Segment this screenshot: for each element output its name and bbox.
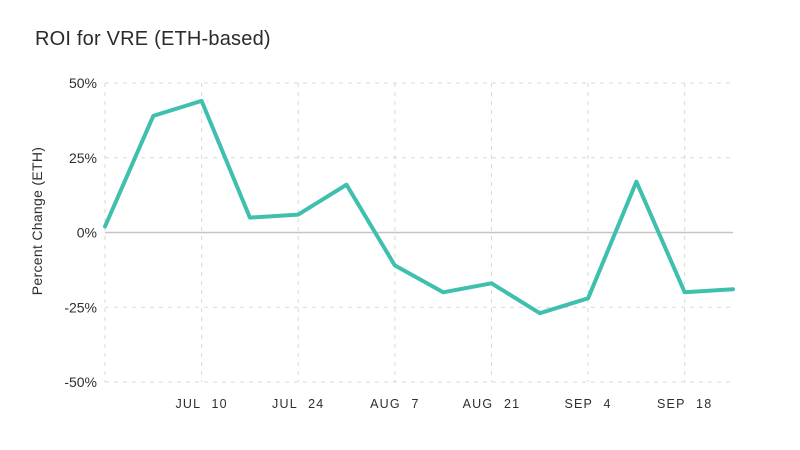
- x-tick-label: JUL 24: [272, 397, 324, 411]
- x-tick-label: AUG 7: [370, 397, 420, 411]
- y-tick-label: 0%: [77, 225, 97, 241]
- x-tick-label: JUL 10: [175, 397, 227, 411]
- y-tick-label: -25%: [64, 299, 97, 315]
- y-tick-label: -50%: [64, 374, 97, 390]
- y-tick-label: 50%: [69, 75, 97, 91]
- chart-title: ROI for VRE (ETH-based): [35, 28, 271, 50]
- x-tick-label: AUG 21: [463, 397, 521, 411]
- x-tick-label: SEP 4: [564, 397, 611, 411]
- y-tick-label: 25%: [69, 150, 97, 166]
- roi-data-line: [103, 98, 735, 316]
- x-tick-label: SEP 18: [657, 397, 712, 411]
- y-axis-title: Percent Change (ETH): [29, 146, 45, 296]
